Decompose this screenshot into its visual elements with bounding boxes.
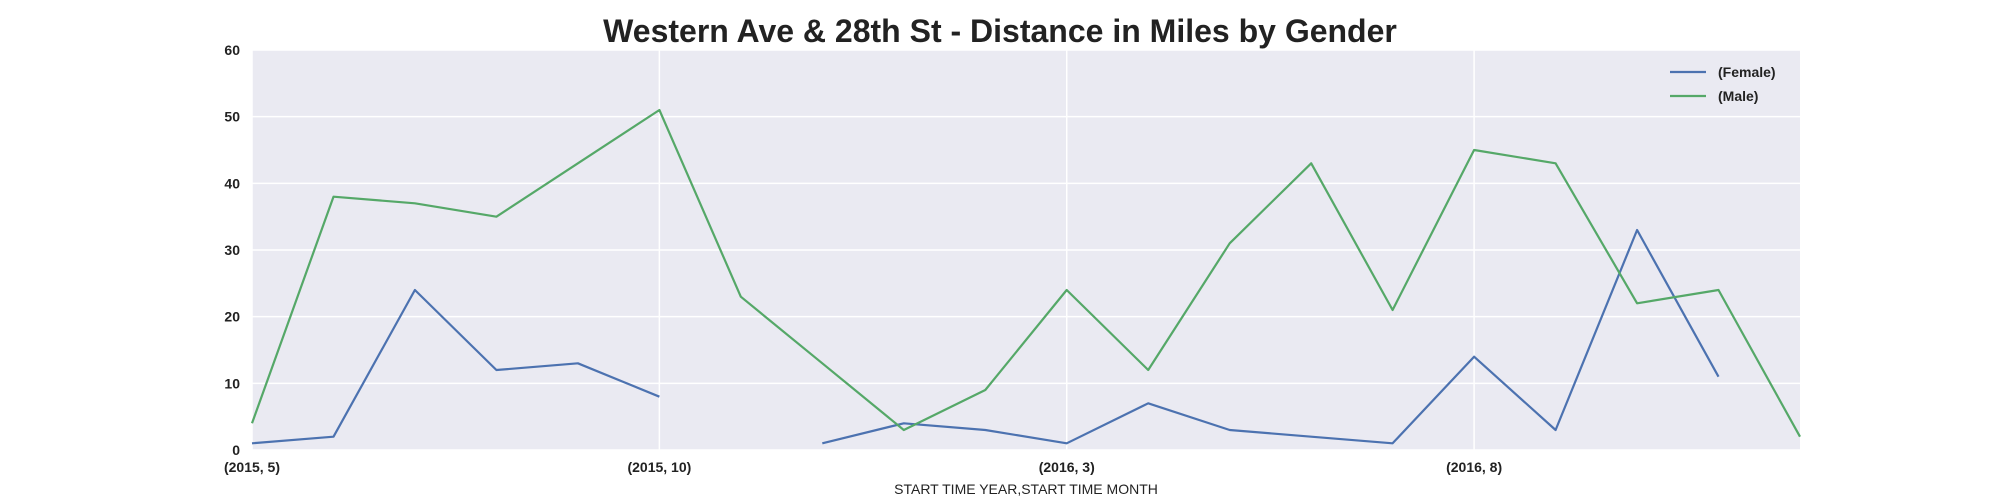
y-tick-label: 10 <box>224 375 240 391</box>
series-lines <box>250 108 1801 445</box>
x-tick-label: (2016, 3) <box>1039 459 1095 475</box>
x-tick-label: (2016, 8) <box>1446 459 1502 475</box>
legend-label-female: (Female) <box>1718 64 1776 80</box>
gridlines <box>251 49 1800 451</box>
legend: (Female) (Male) <box>1670 64 1776 104</box>
x-axis-ticks: (2015, 5) (2015, 10) (2016, 3) (2016, 8) <box>224 459 1502 475</box>
x-tick-label: (2015, 10) <box>627 459 691 475</box>
legend-label-male: (Male) <box>1718 88 1758 104</box>
x-tick-label: (2015, 5) <box>224 459 280 475</box>
y-axis-ticks: 0 10 20 30 40 50 60 <box>224 42 240 458</box>
series-line-female <box>251 288 660 445</box>
x-axis-label: START TIME YEAR,START TIME MONTH <box>894 481 1158 497</box>
y-tick-label: 30 <box>224 242 240 258</box>
y-tick-label: 0 <box>232 442 240 458</box>
series-line-male <box>250 108 1801 438</box>
y-tick-label: 20 <box>224 309 240 325</box>
y-tick-label: 40 <box>224 175 240 191</box>
y-tick-label: 50 <box>224 109 240 125</box>
y-tick-label: 60 <box>224 42 240 58</box>
series-line-female <box>822 228 1720 445</box>
chart-title: Western Ave & 28th St - Distance in Mile… <box>603 13 1397 49</box>
